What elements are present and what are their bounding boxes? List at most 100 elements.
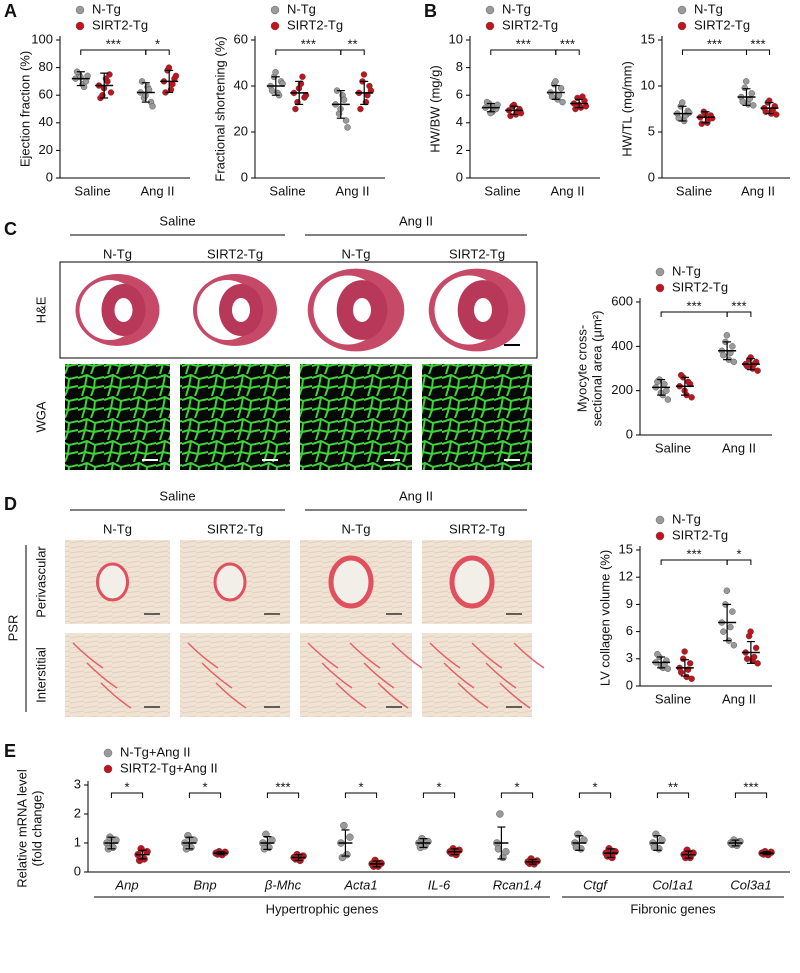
data-point bbox=[677, 371, 685, 379]
data-point bbox=[727, 623, 734, 631]
data-point bbox=[574, 830, 582, 838]
fibrosis bbox=[429, 642, 461, 669]
panel-label: E bbox=[4, 741, 16, 761]
data-point bbox=[750, 102, 757, 109]
data-point bbox=[661, 380, 668, 388]
psr-image bbox=[65, 633, 170, 717]
psr-image bbox=[300, 633, 412, 717]
data-point bbox=[496, 810, 504, 818]
x-tick-label: Saline bbox=[74, 183, 110, 198]
y-tick-label: 0 bbox=[648, 169, 655, 184]
significance-bracket bbox=[726, 311, 752, 317]
condition-label: Ang II bbox=[399, 488, 433, 503]
he-cavity bbox=[353, 298, 371, 322]
y-tick-label: 0 bbox=[241, 169, 248, 184]
fibrosis bbox=[321, 662, 353, 689]
significance-label: * bbox=[202, 779, 207, 794]
psr-image bbox=[422, 633, 532, 717]
significance-bracket bbox=[555, 49, 580, 55]
fibrosis bbox=[307, 642, 339, 669]
genotype-label: N-Tg bbox=[342, 521, 371, 536]
genotype-label: N-Tg bbox=[103, 246, 132, 261]
y-tick-label: 10 bbox=[449, 31, 463, 46]
data-point bbox=[709, 114, 716, 122]
genotype-label: N-Tg bbox=[103, 521, 132, 536]
fibrosis bbox=[443, 662, 475, 689]
data-point bbox=[748, 90, 755, 97]
fibrosis bbox=[363, 662, 395, 689]
fibrosis bbox=[86, 662, 118, 689]
y-tick-label: 20 bbox=[234, 123, 248, 138]
data-point bbox=[455, 846, 463, 854]
data-point bbox=[688, 394, 695, 401]
y-tick-label: 40 bbox=[39, 114, 53, 129]
data-point bbox=[688, 675, 695, 682]
he-cavity bbox=[114, 298, 133, 322]
y-tick-label: 2 bbox=[456, 142, 463, 157]
y-tick-label: 10 bbox=[641, 77, 655, 92]
data-point bbox=[340, 96, 348, 104]
significance-label: * bbox=[736, 546, 741, 561]
significance-label: *** bbox=[275, 779, 290, 794]
data-point bbox=[675, 114, 682, 122]
data-point bbox=[686, 660, 694, 667]
significance-label: * bbox=[155, 36, 160, 51]
data-point bbox=[750, 653, 758, 661]
row-label: Perivascular bbox=[33, 546, 48, 618]
data-point bbox=[80, 83, 88, 91]
y-tick-label: 600 bbox=[611, 293, 633, 308]
data-point bbox=[664, 396, 672, 403]
data-point bbox=[730, 358, 738, 366]
data-point bbox=[107, 89, 115, 96]
legend-marker bbox=[103, 748, 113, 758]
x-tick-label: Saline bbox=[269, 183, 305, 198]
y-tick-label: 15 bbox=[619, 541, 633, 556]
fibrosis bbox=[513, 642, 545, 669]
legend-label: N-Tg bbox=[92, 1, 121, 16]
data-point bbox=[686, 109, 693, 116]
wga-image bbox=[300, 364, 412, 470]
data-point bbox=[149, 103, 156, 110]
legend-marker bbox=[655, 283, 665, 293]
y-tick-label: 12 bbox=[619, 569, 633, 584]
vessel bbox=[328, 555, 374, 609]
significance-bracket bbox=[656, 792, 690, 798]
y-axis-label: (fold change) bbox=[29, 791, 44, 867]
he-cavity bbox=[474, 298, 492, 322]
significance-label: * bbox=[358, 779, 363, 794]
y-tick-label: 6 bbox=[456, 87, 463, 102]
y-tick-label: 2 bbox=[74, 805, 81, 820]
y-tick-label: 20 bbox=[39, 142, 53, 157]
data-point bbox=[720, 628, 727, 635]
he-frame bbox=[59, 261, 538, 359]
legend-label: SIRT2-Tg bbox=[672, 527, 728, 542]
significance-bracket bbox=[422, 792, 456, 798]
data-point bbox=[502, 848, 510, 856]
significance-label: *** bbox=[731, 298, 746, 313]
y-axis-label: Fractional shortening (%) bbox=[212, 36, 227, 181]
significance-bracket bbox=[726, 559, 752, 565]
x-tick-label: Ang II bbox=[551, 183, 585, 198]
legend-label: N-Tg+Ang II bbox=[120, 744, 190, 759]
data-point bbox=[743, 78, 750, 85]
data-point bbox=[533, 857, 541, 865]
y-axis-label: LV collagen volume (%) bbox=[597, 550, 612, 686]
legend-marker bbox=[655, 267, 665, 277]
fibrosis bbox=[499, 682, 531, 709]
group-label: Hypertrophic genes bbox=[266, 901, 379, 916]
legend-marker bbox=[270, 5, 280, 15]
genotype-label: SIRT2-Tg bbox=[207, 521, 263, 536]
significance-label: *** bbox=[750, 36, 765, 51]
row-label: H&E bbox=[33, 296, 48, 323]
data-point bbox=[344, 124, 351, 131]
data-point bbox=[663, 387, 670, 394]
data-point bbox=[268, 87, 276, 94]
x-tick-label: Ang II bbox=[336, 183, 370, 198]
data-point bbox=[184, 832, 192, 840]
condition-label: Ang II bbox=[399, 213, 433, 228]
data-point bbox=[681, 648, 688, 655]
significance-bracket bbox=[145, 49, 170, 55]
y-tick-label: 0 bbox=[456, 169, 463, 184]
data-point bbox=[299, 73, 306, 81]
